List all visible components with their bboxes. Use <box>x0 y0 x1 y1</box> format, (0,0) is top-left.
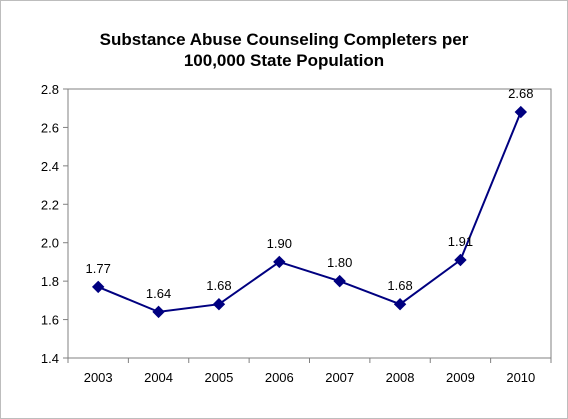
y-tick-label: 2.4 <box>41 159 59 174</box>
data-point-marker <box>393 297 407 311</box>
y-tick-label: 1.4 <box>41 351 59 366</box>
x-tick-label: 2009 <box>446 370 475 385</box>
series-line <box>97 111 522 313</box>
data-point-marker <box>212 297 226 311</box>
data-point-marker <box>514 105 528 119</box>
y-tick-label: 2.2 <box>41 197 59 212</box>
x-tick-label: 2007 <box>325 370 354 385</box>
data-label: 1.77 <box>86 261 111 276</box>
x-tick-label: 2003 <box>84 370 113 385</box>
x-tick-label: 2004 <box>144 370 173 385</box>
chart-title-line-2: 100,000 State Population <box>184 51 384 70</box>
data-label: 2.68 <box>508 86 533 101</box>
y-tick-label: 1.6 <box>41 313 59 328</box>
y-tick-label: 2.8 <box>41 82 59 97</box>
data-point-marker <box>454 253 467 267</box>
data-series: 1.77 1.64 1.68 1.90 1.80 1.68 1.91 2.68 <box>86 86 533 319</box>
axes: 1.4 1.6 1.8 2.0 2.2 2.4 2.6 2.8 2003 2004 2005 2006… <box>41 82 552 385</box>
y-tick-label: 1.8 <box>41 274 59 289</box>
data-point-marker <box>152 305 165 319</box>
data-label: 1.68 <box>206 278 231 293</box>
y-tick-label: 2.6 <box>41 120 59 135</box>
data-point-marker <box>333 274 346 288</box>
data-point-marker <box>91 280 105 294</box>
data-point-marker <box>273 255 286 269</box>
data-label: 1.90 <box>267 236 292 251</box>
chart-title-line-1: Substance Abuse Counseling Completers pe… <box>100 30 469 49</box>
x-tick-label: 2010 <box>506 370 535 385</box>
x-tick-label: 2006 <box>265 370 294 385</box>
x-tick-label: 2008 <box>386 370 415 385</box>
plot-area <box>67 88 552 359</box>
y-tick-label: 2.0 <box>41 236 59 251</box>
data-label: 1.64 <box>146 286 171 301</box>
x-tick-label: 2005 <box>204 370 233 385</box>
data-label: 1.91 <box>448 234 473 249</box>
data-label: 1.80 <box>327 255 352 270</box>
data-label: 1.68 <box>387 278 412 293</box>
